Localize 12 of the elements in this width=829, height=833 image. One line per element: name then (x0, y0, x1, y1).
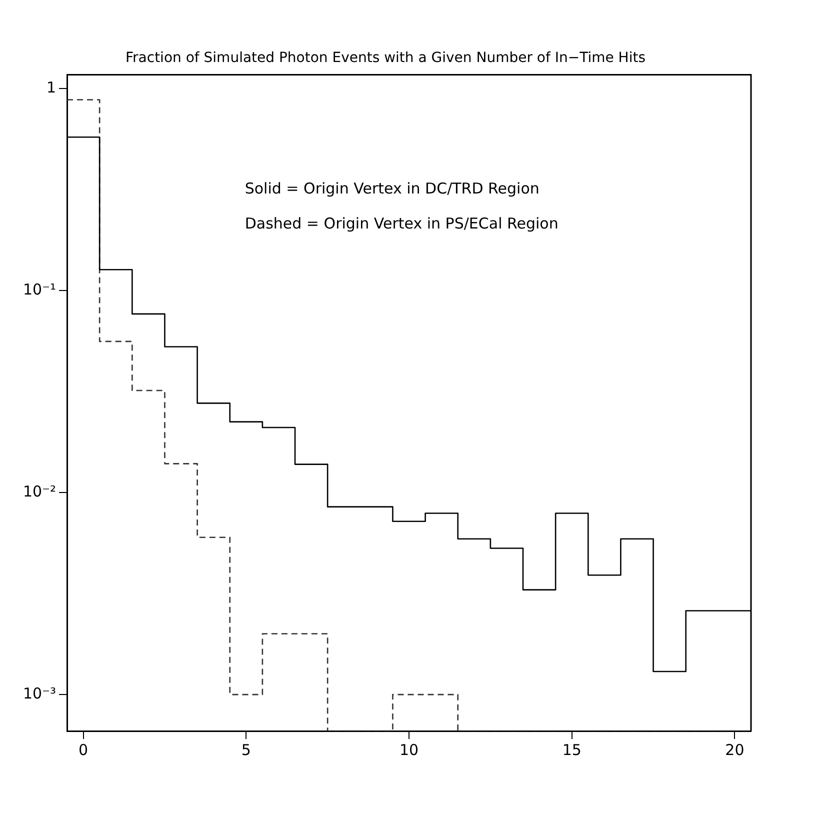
y-tick-label: 10⁻¹ (22, 280, 56, 298)
annotation: Solid = Origin Vertex in DC/TRD Region (244, 180, 540, 198)
y-tick-label: 10⁻² (22, 482, 56, 500)
y-tick-label: 10⁻³ (22, 684, 56, 702)
y-tick-label: 1 (46, 78, 56, 96)
chart-title: Fraction of Simulated Photon Events with a Given Number of In−Time Hits (125, 50, 646, 66)
x-tick-label: 20 (725, 740, 744, 759)
annotation: Dashed = Origin Vertex in PS/ECal Region (244, 214, 558, 233)
x-tick-label: 0 (78, 740, 88, 759)
x-tick-label: 5 (241, 740, 251, 759)
x-tick-label: 15 (562, 740, 582, 759)
x-tick-label: 10 (399, 740, 419, 759)
